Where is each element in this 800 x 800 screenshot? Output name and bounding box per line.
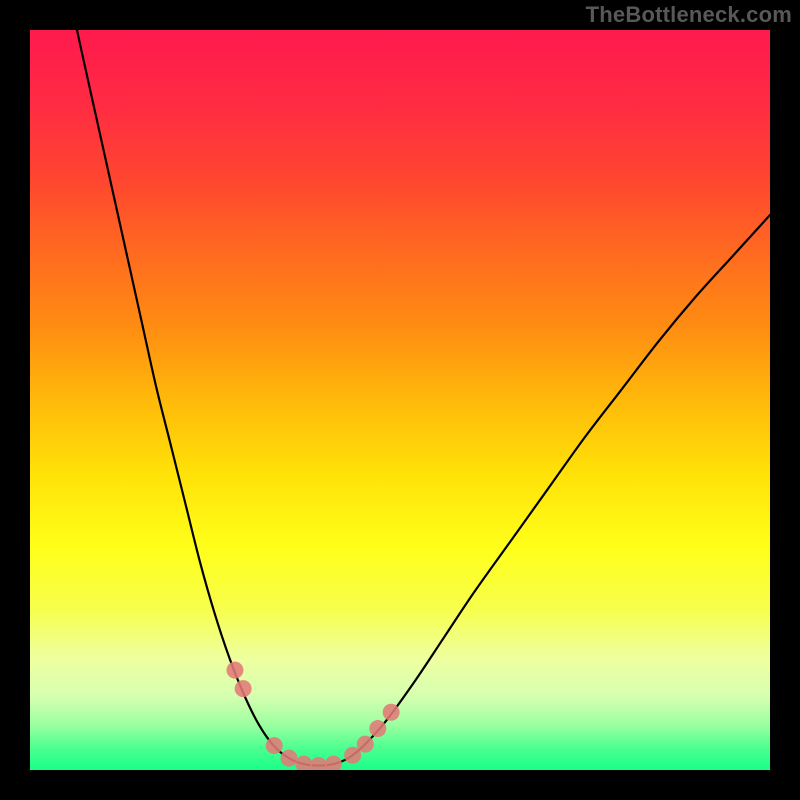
watermark-text: TheBottleneck.com [586,2,792,28]
data-marker [325,756,342,770]
data-marker [295,756,312,770]
data-marker [369,720,386,737]
data-marker [281,750,298,767]
data-marker [235,680,252,697]
data-marker [383,704,400,721]
chart-stage: TheBottleneck.com [0,0,800,800]
data-marker [310,757,327,770]
data-marker [357,736,374,753]
data-marker [266,737,283,754]
data-marker [226,662,243,679]
marker-layer [30,30,770,770]
